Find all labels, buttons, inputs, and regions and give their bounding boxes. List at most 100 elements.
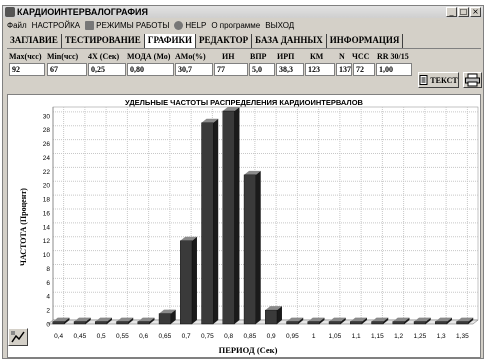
bar-side: [446, 317, 452, 324]
chart-floor: [47, 319, 479, 325]
bar-top: [414, 317, 431, 322]
y-tick-label: 2: [46, 308, 50, 315]
param-label-irp: ИРП: [277, 52, 295, 61]
tab-strip: ЗАГЛАВИЕ ТЕСТИРОВАНИЕ ГРАФИКИ РЕДАКТОР Б…: [7, 34, 404, 48]
bar-side: [106, 317, 112, 324]
maximize-button[interactable]: □: [458, 7, 469, 17]
title-bar[interactable]: КАРДИОИНТЕРВАЛОГРАФИЯ _ □ ×: [3, 6, 483, 18]
bar-side: [191, 236, 197, 324]
y-tick-label: 12: [43, 238, 51, 245]
bar-side: [149, 317, 155, 324]
bar-side: [298, 317, 304, 324]
bar-face: [52, 321, 65, 325]
menu-file[interactable]: Файл: [7, 20, 27, 30]
tab-graphs[interactable]: ГРАФИКИ: [144, 34, 197, 48]
bar-face: [456, 321, 469, 325]
bar-face: [243, 174, 256, 325]
histogram-bar: [328, 317, 346, 325]
histogram-bar: [180, 236, 197, 325]
bar-top: [222, 107, 240, 111]
bar-face: [371, 321, 384, 325]
menu-about[interactable]: О программе: [211, 20, 261, 30]
chart-tool-button[interactable]: [8, 328, 28, 346]
tab-title[interactable]: ЗАГЛАВИЕ: [7, 34, 62, 48]
x-tick-label: 1,25: [414, 333, 427, 340]
print-button[interactable]: [463, 72, 482, 88]
param-min-hr-field: 67: [47, 63, 87, 76]
bar-face: [73, 321, 86, 325]
bar-face: [201, 122, 214, 325]
tab-database[interactable]: БАЗА ДАННЫХ: [252, 34, 327, 48]
tab-information[interactable]: ИНФОРМАЦИЯ: [327, 34, 404, 48]
param-irp-field: 38,3: [276, 63, 304, 76]
histogram-bar: [243, 170, 261, 325]
menu-bar: Файл НАСТРОЙКА РЕЖИМЫ РАБОТЫ HELP О прог…: [3, 19, 487, 31]
window-controls: _ □ ×: [446, 7, 481, 17]
chart-title: УДЕЛЬНЫЕ ЧАСТОТЫ РАСПРЕДЕЛЕНИЯ КАРДИОИНТ…: [125, 98, 364, 107]
bar-top: [137, 317, 155, 322]
bar-side: [468, 317, 474, 324]
menu-modes[interactable]: РЕЖИМЫ РАБОТЫ: [85, 20, 169, 30]
bar-top: [456, 317, 474, 322]
x-tick-label: 0,45: [74, 333, 87, 340]
param-dx-field: 0,25: [88, 63, 126, 76]
y-tick-label: 10: [43, 252, 51, 259]
close-button[interactable]: ×: [470, 7, 481, 17]
bar-top: [307, 317, 325, 322]
menu-help[interactable]: HELP: [174, 20, 206, 30]
param-label-rr: RR 30/15: [377, 52, 409, 61]
window-title: КАРДИОИНТЕРВАЛОГРАФИЯ: [17, 7, 148, 17]
menu-settings[interactable]: НАСТРОЙКА: [31, 20, 81, 30]
tab-editor[interactable]: РЕДАКТОР: [196, 34, 253, 48]
bar-face: [95, 321, 108, 325]
app-window: КАРДИОИНТЕРВАЛОГРАФИЯ _ □ × Файл НАСТРОЙ…: [2, 5, 484, 359]
param-label-n: N: [339, 52, 345, 61]
y-tick-label: 18: [43, 197, 51, 204]
app-heart-icon: [5, 7, 15, 17]
tab-testing[interactable]: ТЕСТИРОВАНИЕ: [62, 34, 145, 48]
x-tick-label: 1,35: [456, 333, 469, 340]
param-label-amo: AMo(%): [175, 52, 206, 61]
histogram-bar: [392, 317, 410, 325]
x-tick-label: 1,05: [329, 333, 342, 340]
bar-side: [64, 317, 70, 324]
bar-side: [340, 317, 346, 324]
param-label-dx: 4X (Сек): [88, 52, 120, 61]
y-tick-label: 4: [46, 294, 50, 301]
histogram-bar: [350, 317, 367, 325]
bar-side: [128, 317, 134, 324]
bar-face: [265, 309, 278, 325]
chart-settings-icon: [11, 331, 25, 343]
bar-face: [307, 321, 320, 325]
minimize-button[interactable]: _: [446, 7, 457, 17]
x-tick-label: 0,8: [224, 333, 233, 340]
bar-side: [255, 170, 261, 324]
bar-top: [392, 317, 410, 322]
x-tick-label: 0,55: [116, 333, 129, 340]
x-tick-label: 0,9: [267, 333, 276, 340]
plot-area: [52, 106, 479, 321]
param-label-max-hr: Max(чсс): [9, 52, 42, 61]
bar-top: [286, 317, 304, 322]
bar-face: [392, 321, 405, 325]
x-axis-label: ПЕРИОД (Сек): [219, 345, 278, 355]
x-tick-label: 0,85: [244, 333, 257, 340]
x-tick-label: 1,1: [352, 333, 361, 340]
histogram-bar: [158, 309, 176, 325]
text-button[interactable]: ТЕКСТ: [418, 72, 459, 88]
document-icon: [419, 75, 428, 85]
histogram-bar: [201, 118, 219, 325]
param-values: 92 67 0,25 0,80 30,7 77 5,0 38,3 123 137…: [9, 63, 412, 77]
bar-side: [234, 107, 240, 324]
histogram-bar: [73, 317, 91, 325]
menu-exit[interactable]: ВЫХОД: [265, 20, 295, 30]
histogram-bar: [137, 317, 155, 325]
histogram-bar: [52, 317, 70, 325]
param-label-hr: ЧСС: [352, 52, 370, 61]
y-tick-label: 16: [43, 210, 51, 217]
bar-face: [350, 321, 363, 325]
bar-side: [276, 306, 282, 324]
bar-side: [361, 317, 367, 324]
y-tick-label: 0: [46, 322, 50, 329]
bar-side: [85, 317, 91, 324]
